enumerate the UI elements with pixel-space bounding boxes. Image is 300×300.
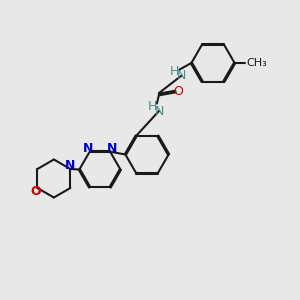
Text: N: N bbox=[65, 159, 76, 172]
Text: H: H bbox=[148, 100, 157, 113]
Text: CH₃: CH₃ bbox=[247, 58, 267, 68]
Text: N: N bbox=[106, 142, 117, 154]
Text: N: N bbox=[154, 104, 164, 118]
Text: N: N bbox=[83, 142, 93, 154]
Text: H: H bbox=[170, 65, 180, 79]
Text: O: O bbox=[31, 185, 41, 198]
Text: O: O bbox=[174, 85, 183, 98]
Text: N: N bbox=[177, 69, 186, 82]
